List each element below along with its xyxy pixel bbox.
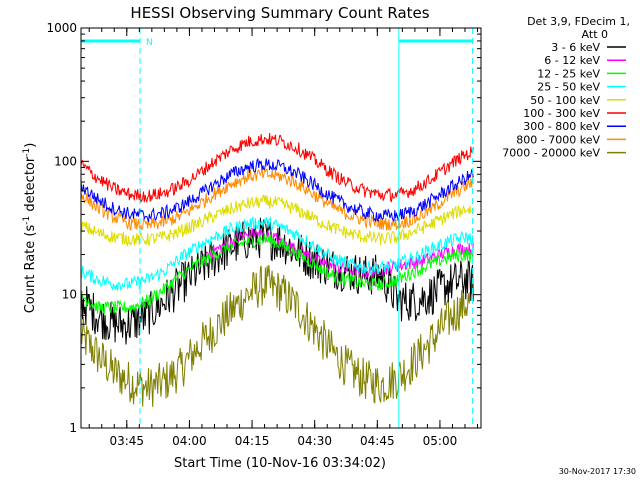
- series-line: [80, 216, 474, 291]
- series-line: [80, 217, 474, 345]
- x-tick-label: 05:00: [423, 434, 458, 448]
- x-tick-label: 04:30: [297, 434, 332, 448]
- y-axis-label: Count Rate (s-1 detector-1): [22, 143, 38, 314]
- night-bar-label: N: [146, 38, 153, 48]
- series-300-800kev: [80, 157, 474, 223]
- legend-item: 12 - 25 keV: [537, 67, 626, 80]
- y-tick-label: 100: [54, 154, 77, 168]
- legend-label: 6 - 12 keV: [544, 54, 600, 67]
- x-tick-label: 03:45: [109, 434, 144, 448]
- legend-label: 50 - 100 keV: [530, 94, 600, 107]
- series-line: [80, 265, 474, 407]
- y-tick-label: 10: [62, 288, 77, 302]
- legend-label: 800 - 7000 keV: [516, 133, 600, 146]
- x-axis-label: Start Time (10-Nov-16 03:34:02): [174, 456, 386, 471]
- y-axis-label-mid: detector: [23, 156, 38, 216]
- chart-title: HESSI Observing Summary Count Rates: [130, 4, 429, 22]
- y-axis-label-sup2: -1: [22, 148, 32, 157]
- legend-label: 7000 - 20000 keV: [502, 147, 600, 160]
- x-tick-label: 04:45: [360, 434, 395, 448]
- legend-label: 300 - 800 keV: [523, 120, 600, 133]
- legend-header-line1: Det 3,9, FDecim 1,: [527, 15, 630, 28]
- y-axis-label-sup1: -1: [22, 216, 32, 225]
- data-layer: [80, 132, 474, 407]
- series-50-100kev: [80, 194, 474, 247]
- series-12-25kev: [80, 233, 474, 316]
- legend-item: 300 - 800 keV: [523, 120, 626, 133]
- x-tick-label: 04:15: [235, 434, 270, 448]
- y-axis-label-end: ): [23, 143, 38, 148]
- x-tick-label: 04:00: [172, 434, 207, 448]
- series-line: [80, 233, 474, 316]
- plot-frame: [80, 27, 482, 429]
- legend-item: 6 - 12 keV: [544, 54, 626, 67]
- series-7000-20000kev: [80, 265, 474, 407]
- y-axis-label-main: Count Rate (s: [23, 225, 38, 314]
- series-line: [80, 157, 474, 223]
- legend-label: 25 - 50 keV: [537, 81, 600, 94]
- axis-layer: 1 10 100 1000 03:45 04:00 04:15 04:30 04:45 05:00: [46, 21, 481, 448]
- legend-label: 3 - 6 keV: [551, 41, 600, 54]
- series-line: [80, 194, 474, 247]
- legend-item: 800 - 7000 keV: [516, 133, 626, 146]
- legend-item: 3 - 6 keV: [551, 41, 626, 54]
- legend-label: 12 - 25 keV: [537, 67, 600, 80]
- series-100-300kev: [80, 132, 474, 204]
- legend-header-line2: Att 0: [582, 28, 608, 41]
- legend-item: 25 - 50 keV: [537, 81, 626, 94]
- legend-item: 7000 - 20000 keV: [502, 147, 626, 160]
- legend-label: 100 - 300 keV: [523, 107, 600, 120]
- timestamp: 30-Nov-2017 17:30: [559, 467, 636, 476]
- y-tick-label: 1: [69, 421, 77, 435]
- series-800-7000kev: [80, 167, 474, 232]
- series-line: [80, 132, 474, 204]
- legend-item: 50 - 100 keV: [530, 94, 626, 107]
- series-25-50kev: [80, 216, 474, 291]
- series-line: [80, 167, 474, 232]
- y-tick-label: 1000: [46, 21, 77, 35]
- legend-item: 100 - 300 keV: [523, 107, 626, 120]
- series-3-6kev: [80, 217, 474, 345]
